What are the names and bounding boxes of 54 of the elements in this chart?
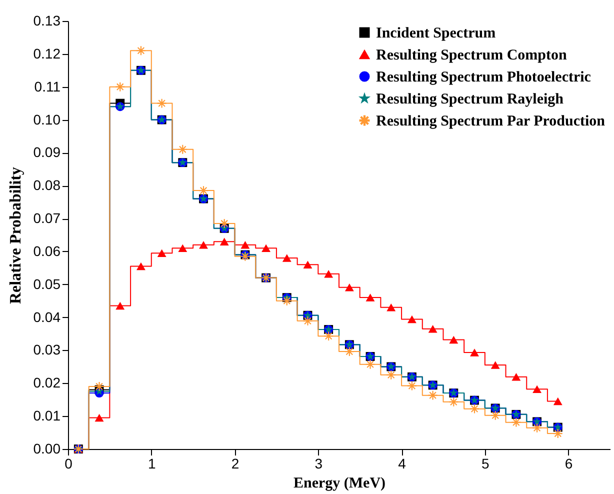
point — [303, 316, 312, 326]
point — [282, 254, 292, 262]
point — [94, 414, 104, 422]
x-tick-label: 4 — [398, 456, 406, 472]
point — [532, 385, 542, 393]
y-tick-label: 0.01 — [33, 408, 61, 424]
point — [512, 373, 521, 381]
y-tick-label: 0.10 — [33, 111, 61, 128]
point — [553, 397, 562, 406]
y-tick-label: 0.04 — [33, 308, 61, 325]
point — [303, 260, 312, 269]
point — [407, 381, 416, 390]
x-tick-label: 1 — [148, 456, 156, 472]
y-tick-label: 0.03 — [33, 342, 61, 358]
point — [449, 336, 458, 344]
point — [366, 294, 375, 302]
legend-label: Resulting Spectrum Photoelectric — [376, 70, 592, 86]
point — [262, 244, 271, 252]
point — [490, 361, 500, 369]
x-tick-label: 3 — [314, 456, 323, 472]
x-tick-label: 0 — [64, 456, 73, 472]
y-tick-label: 0.02 — [33, 374, 61, 391]
y-tick-label: 0.00 — [33, 440, 61, 456]
x-axis-title: Energy (MeV) — [293, 476, 386, 492]
point — [157, 249, 166, 257]
legend-label: Resulting Spectrum Rayleigh — [376, 92, 564, 108]
point — [344, 283, 354, 292]
point — [199, 241, 208, 249]
point — [116, 302, 125, 310]
y-tick-label: 0.05 — [33, 276, 61, 292]
y-tick-label: 0.11 — [34, 78, 61, 94]
y-tick-label: 0.09 — [33, 144, 61, 160]
point — [407, 315, 416, 324]
point — [386, 304, 396, 312]
y-tick-label: 0.06 — [33, 242, 61, 259]
legend-label: Resulting Spectrum Compton — [376, 48, 568, 64]
y-tick-label: 0.07 — [33, 210, 61, 226]
x-tick-label: 5 — [482, 456, 490, 472]
y-tick-label: 0.12 — [33, 45, 61, 62]
legend-label: Incident Spectrum — [376, 26, 496, 42]
y-axis-title: Relative Probability — [7, 166, 24, 304]
x-tick-label: 6 — [564, 456, 573, 472]
point — [136, 262, 146, 270]
point — [94, 382, 104, 391]
point — [220, 238, 229, 246]
point — [240, 241, 250, 249]
x-tick-label: 2 — [231, 456, 240, 472]
point — [178, 244, 188, 252]
point — [428, 324, 438, 333]
y-tick-label: 0.08 — [33, 177, 61, 194]
point — [324, 270, 334, 278]
point — [470, 348, 479, 356]
legend-label: Resulting Spectrum Par Production — [376, 114, 606, 130]
y-tick-label: 0.13 — [33, 12, 61, 28]
